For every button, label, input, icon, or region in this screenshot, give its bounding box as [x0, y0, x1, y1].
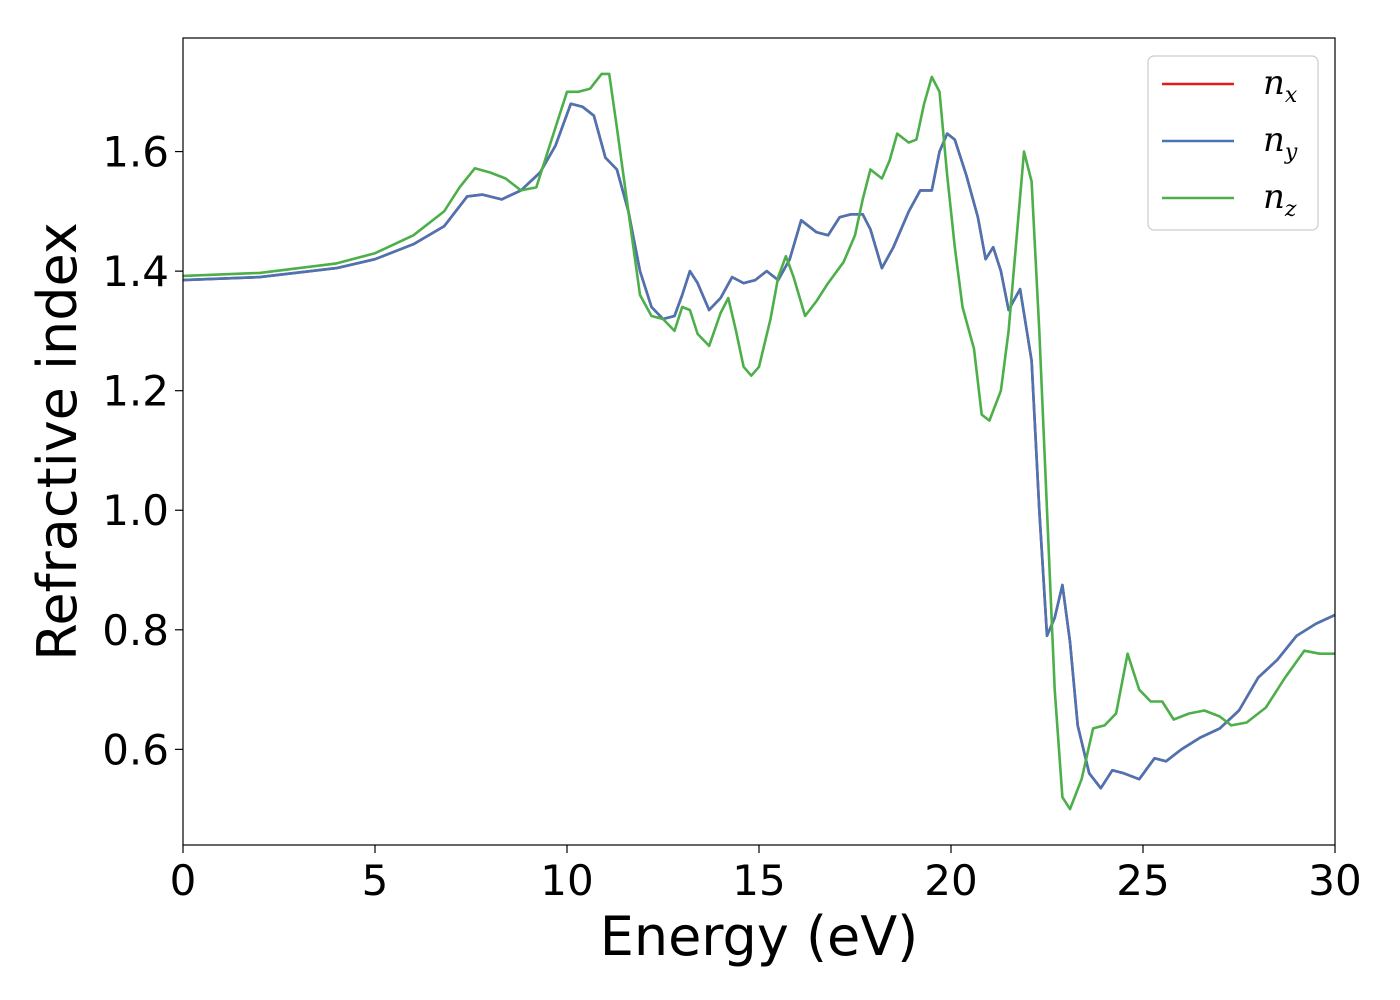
- series-line-nz: [182, 72, 1335, 811]
- x-tick-label: 0: [170, 856, 197, 905]
- y-tick-label: 1.0: [102, 486, 169, 535]
- legend-box: [1147, 55, 1319, 231]
- x-tick-label: 15: [732, 856, 785, 905]
- x-tick-label: 20: [924, 856, 977, 905]
- y-tick-label: 1.4: [102, 247, 169, 296]
- series-line-ny: [182, 102, 1336, 790]
- y-tick-label: 0.8: [102, 606, 169, 655]
- x-tick-label: 10: [540, 856, 593, 905]
- x-tick-label: 5: [362, 856, 389, 905]
- y-tick-label: 0.6: [102, 725, 169, 774]
- y-axis-ticks: 0.6 0.8 1.0 1.2 1.4 1.6: [102, 128, 183, 774]
- y-tick-label: 1.2: [102, 367, 169, 416]
- y-tick-label: 1.6: [102, 128, 169, 177]
- x-axis-ticks: 0 5 10 15 20 25 30: [170, 845, 1362, 905]
- x-axis-label: Energy (eV): [600, 905, 919, 968]
- series-layer: [182, 72, 1336, 811]
- y-axis-label: Refractive index: [26, 222, 89, 661]
- x-tick-label: 30: [1308, 856, 1361, 905]
- x-tick-label: 25: [1116, 856, 1169, 905]
